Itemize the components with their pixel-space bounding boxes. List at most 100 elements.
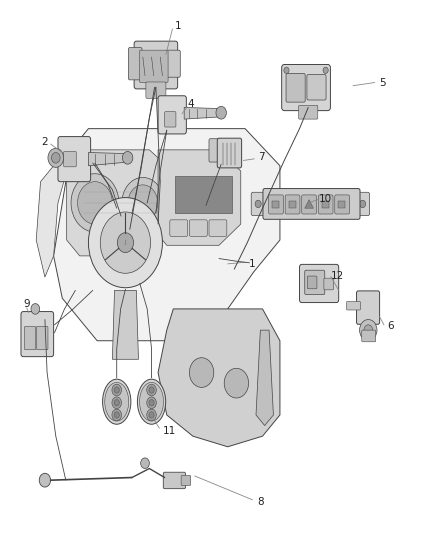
FancyBboxPatch shape <box>324 278 333 290</box>
Circle shape <box>39 473 50 487</box>
FancyBboxPatch shape <box>335 195 350 214</box>
FancyBboxPatch shape <box>25 326 36 350</box>
FancyBboxPatch shape <box>286 74 305 102</box>
FancyBboxPatch shape <box>285 195 300 214</box>
Circle shape <box>360 200 366 208</box>
Polygon shape <box>113 290 138 359</box>
Polygon shape <box>53 128 280 341</box>
Circle shape <box>360 319 377 341</box>
Circle shape <box>147 409 156 421</box>
Bar <box>322 201 328 208</box>
FancyBboxPatch shape <box>139 50 168 83</box>
FancyBboxPatch shape <box>346 302 360 310</box>
Polygon shape <box>305 200 314 208</box>
Bar <box>272 201 279 208</box>
Circle shape <box>114 387 119 393</box>
FancyBboxPatch shape <box>181 475 191 486</box>
Text: 6: 6 <box>388 321 394 331</box>
FancyBboxPatch shape <box>209 139 223 162</box>
Text: 9: 9 <box>23 298 30 309</box>
FancyBboxPatch shape <box>300 264 339 303</box>
Circle shape <box>88 198 162 288</box>
FancyBboxPatch shape <box>282 64 330 111</box>
FancyBboxPatch shape <box>21 312 53 357</box>
FancyBboxPatch shape <box>170 220 187 236</box>
Circle shape <box>149 387 154 393</box>
Text: 12: 12 <box>331 271 344 281</box>
Circle shape <box>255 200 261 208</box>
Circle shape <box>112 384 121 396</box>
Circle shape <box>114 400 119 406</box>
Circle shape <box>149 400 154 406</box>
FancyBboxPatch shape <box>189 220 207 236</box>
Bar <box>289 201 296 208</box>
Text: 4: 4 <box>187 99 194 109</box>
FancyBboxPatch shape <box>307 276 317 289</box>
Circle shape <box>147 397 156 409</box>
Polygon shape <box>67 150 167 256</box>
Text: 5: 5 <box>379 77 385 87</box>
Polygon shape <box>158 309 280 447</box>
Text: 10: 10 <box>319 193 332 204</box>
Circle shape <box>323 67 328 74</box>
Text: 8: 8 <box>257 497 264 507</box>
Ellipse shape <box>105 382 129 421</box>
FancyBboxPatch shape <box>158 96 186 134</box>
FancyBboxPatch shape <box>64 151 76 167</box>
Text: 7: 7 <box>258 152 265 162</box>
FancyBboxPatch shape <box>134 41 178 89</box>
Polygon shape <box>256 330 273 425</box>
FancyBboxPatch shape <box>305 270 325 295</box>
Circle shape <box>100 212 151 273</box>
Circle shape <box>122 177 164 228</box>
FancyBboxPatch shape <box>299 106 318 119</box>
Circle shape <box>128 185 158 221</box>
FancyBboxPatch shape <box>163 472 185 489</box>
FancyBboxPatch shape <box>209 220 227 236</box>
Circle shape <box>224 368 249 398</box>
Circle shape <box>117 233 134 253</box>
Circle shape <box>114 412 119 418</box>
FancyBboxPatch shape <box>128 47 142 80</box>
FancyBboxPatch shape <box>362 330 376 342</box>
FancyBboxPatch shape <box>263 189 360 219</box>
FancyBboxPatch shape <box>307 75 326 100</box>
Text: J: J <box>125 240 126 245</box>
FancyBboxPatch shape <box>176 176 232 214</box>
FancyBboxPatch shape <box>165 112 176 127</box>
Polygon shape <box>88 152 127 166</box>
Circle shape <box>149 412 154 418</box>
Text: 11: 11 <box>162 426 176 436</box>
FancyBboxPatch shape <box>251 192 265 216</box>
Ellipse shape <box>102 379 131 424</box>
FancyBboxPatch shape <box>166 50 180 77</box>
Circle shape <box>141 458 149 469</box>
FancyBboxPatch shape <box>318 195 333 214</box>
Polygon shape <box>158 150 241 245</box>
Ellipse shape <box>140 382 163 421</box>
Polygon shape <box>184 108 219 119</box>
FancyBboxPatch shape <box>37 326 48 350</box>
Text: 2: 2 <box>42 137 48 147</box>
Circle shape <box>189 358 214 387</box>
FancyBboxPatch shape <box>146 82 166 99</box>
FancyBboxPatch shape <box>268 195 283 214</box>
Circle shape <box>364 325 373 335</box>
Circle shape <box>51 152 60 163</box>
Ellipse shape <box>138 379 166 424</box>
FancyBboxPatch shape <box>302 195 317 214</box>
Circle shape <box>78 182 113 224</box>
Bar <box>338 201 345 208</box>
Circle shape <box>71 174 119 232</box>
FancyBboxPatch shape <box>356 192 370 216</box>
Text: 1: 1 <box>174 21 181 31</box>
Polygon shape <box>36 160 67 277</box>
FancyBboxPatch shape <box>357 291 380 324</box>
Circle shape <box>112 397 121 409</box>
Circle shape <box>147 384 156 396</box>
Text: 1: 1 <box>248 259 255 269</box>
Circle shape <box>122 151 133 164</box>
Circle shape <box>31 304 40 314</box>
Circle shape <box>112 409 121 421</box>
Circle shape <box>284 67 289 74</box>
